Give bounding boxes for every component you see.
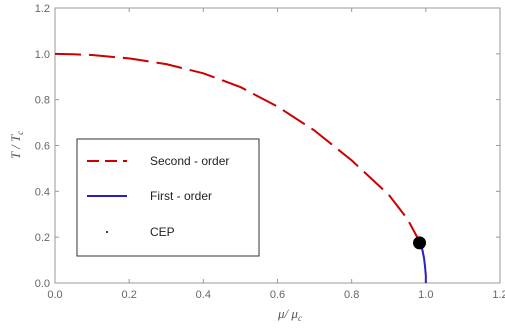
legend-label-cep: CEP	[150, 225, 175, 239]
y-tick-label: 0.2	[35, 232, 50, 244]
x-axis-ticks: 0.0 0.2 0.4 0.6 0.8 1.0 1.2	[47, 8, 505, 301]
y-tick-label: 1.0	[35, 49, 50, 61]
x-tick-label: 0.4	[196, 289, 211, 301]
y-tick-label: 0.4	[35, 186, 50, 198]
y-tick-label: 0.8	[35, 95, 50, 107]
legend-swatch-cep	[106, 231, 108, 233]
x-tick-label: 1.2	[492, 289, 505, 301]
x-axis-label-subscript: c	[298, 313, 302, 323]
legend-label-second-order: Second - order	[150, 154, 229, 168]
x-tick-label: 0.6	[270, 289, 285, 301]
series-layer	[54, 52, 427, 283]
x-tick-label: 1.0	[418, 289, 433, 301]
y-axis-label: T / Tc	[8, 131, 25, 159]
legend-box	[76, 138, 260, 257]
series-second-order-line	[54, 52, 420, 240]
y-axis-ticks: 0.0 0.2 0.4 0.6 0.8 1.0 1.2	[35, 3, 500, 290]
y-tick-label: 0.0	[35, 278, 50, 290]
series-cep-point	[413, 236, 427, 250]
y-axis-label-subscript: c	[15, 131, 25, 135]
x-axis-label: μ/ μc	[277, 306, 302, 323]
y-tick-label: 1.2	[35, 3, 50, 15]
x-tick-label: 0.8	[344, 289, 359, 301]
x-tick-label: 0.0	[47, 289, 62, 301]
y-tick-label: 0.6	[35, 141, 50, 153]
legend-label-first-order: First - order	[150, 189, 212, 203]
legend: Second - order First - order CEP	[76, 138, 260, 257]
x-tick-label: 0.2	[122, 289, 137, 301]
